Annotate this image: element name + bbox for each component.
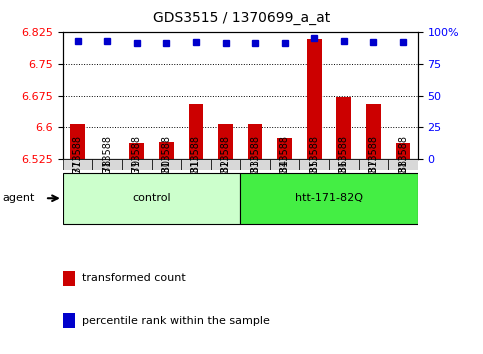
Text: GSM313588: GSM313588: [339, 135, 349, 194]
FancyBboxPatch shape: [63, 159, 92, 170]
Text: GSM313588: GSM313588: [250, 135, 260, 194]
FancyBboxPatch shape: [181, 159, 211, 170]
FancyBboxPatch shape: [270, 159, 299, 170]
Text: GSM313588: GSM313588: [221, 135, 230, 194]
Text: GSM313583: GSM313583: [250, 159, 260, 218]
Text: GSM313586: GSM313586: [339, 159, 349, 218]
Text: GSM313580: GSM313580: [161, 159, 171, 218]
FancyBboxPatch shape: [358, 159, 388, 170]
Bar: [159, 142, 174, 159]
Text: percentile rank within the sample: percentile rank within the sample: [82, 316, 270, 326]
FancyBboxPatch shape: [152, 159, 181, 170]
Bar: [396, 143, 411, 159]
FancyBboxPatch shape: [241, 159, 270, 170]
Bar: [307, 39, 322, 159]
Text: GSM313588: GSM313588: [102, 135, 112, 194]
Bar: [337, 97, 351, 159]
FancyBboxPatch shape: [299, 159, 329, 170]
Text: GSM313584: GSM313584: [280, 159, 290, 218]
Text: GSM313588: GSM313588: [398, 159, 408, 218]
Text: control: control: [132, 193, 171, 203]
Text: GSM313582: GSM313582: [221, 159, 230, 218]
Bar: [366, 104, 381, 159]
FancyBboxPatch shape: [329, 159, 358, 170]
FancyBboxPatch shape: [92, 159, 122, 170]
Text: GSM313588: GSM313588: [369, 135, 378, 194]
Text: GSM313581: GSM313581: [191, 159, 201, 218]
Bar: [129, 143, 144, 159]
FancyBboxPatch shape: [122, 159, 152, 170]
Text: GSM313588: GSM313588: [191, 135, 201, 194]
Text: GSM313577: GSM313577: [72, 159, 83, 218]
Text: GSM313587: GSM313587: [369, 159, 378, 218]
Text: GSM313588: GSM313588: [72, 135, 83, 194]
FancyBboxPatch shape: [63, 173, 241, 224]
Bar: [188, 104, 203, 159]
Text: GSM313588: GSM313588: [161, 135, 171, 194]
Bar: [248, 124, 262, 159]
Bar: [70, 124, 85, 159]
Text: GSM313585: GSM313585: [309, 159, 319, 218]
Text: transformed count: transformed count: [82, 273, 186, 283]
Text: GSM313579: GSM313579: [132, 159, 142, 218]
Bar: [63, 313, 75, 329]
FancyBboxPatch shape: [388, 159, 418, 170]
Bar: [277, 138, 292, 159]
Text: GSM313588: GSM313588: [398, 135, 408, 194]
Text: GSM313588: GSM313588: [132, 135, 142, 194]
Text: agent: agent: [2, 193, 35, 203]
Text: GSM313578: GSM313578: [102, 159, 112, 218]
Bar: [218, 124, 233, 159]
Text: htt-171-82Q: htt-171-82Q: [295, 193, 363, 203]
FancyBboxPatch shape: [241, 173, 418, 224]
Text: GSM313588: GSM313588: [280, 135, 290, 194]
FancyBboxPatch shape: [211, 159, 241, 170]
Text: GDS3515 / 1370699_a_at: GDS3515 / 1370699_a_at: [153, 11, 330, 25]
Bar: [63, 270, 75, 286]
Text: GSM313588: GSM313588: [309, 135, 319, 194]
